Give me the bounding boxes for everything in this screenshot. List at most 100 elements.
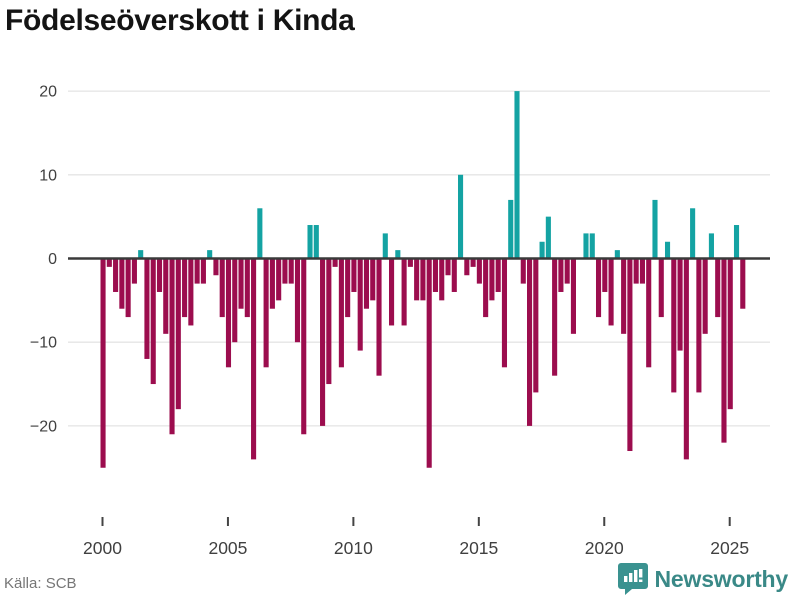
bar: [621, 258, 627, 334]
bar: [552, 258, 558, 376]
newsworthy-brand: Newsworthy: [617, 563, 789, 595]
bar: [326, 258, 332, 385]
bar: [614, 250, 620, 259]
bar: [520, 258, 526, 284]
bar: [407, 258, 413, 267]
bar: [671, 258, 677, 393]
bar: [238, 258, 244, 309]
x-axis-tick-label: 2010: [334, 538, 373, 558]
bar: [595, 258, 602, 318]
bar: [269, 258, 275, 309]
bar: [156, 258, 163, 292]
y-axis-tick-label: −20: [30, 418, 57, 435]
bar: [564, 258, 570, 284]
bar: [138, 250, 144, 259]
bar: [232, 258, 238, 343]
bar: [432, 258, 439, 292]
bar: [320, 258, 326, 426]
bar: [501, 258, 508, 368]
bar: [213, 258, 219, 276]
bar: [401, 258, 407, 326]
bar: [420, 258, 426, 301]
bar: [125, 258, 131, 318]
bar: [395, 250, 401, 259]
bar: [458, 174, 464, 259]
bar: [288, 258, 294, 284]
bar: [225, 258, 232, 368]
bar: [345, 258, 351, 318]
y-axis-tick-label: 20: [39, 84, 57, 101]
bar: [251, 258, 257, 460]
newsworthy-logo-text: Newsworthy: [654, 565, 789, 592]
bar: [445, 258, 451, 276]
bar: [633, 258, 639, 284]
bar: [727, 258, 733, 410]
bar: [131, 258, 137, 284]
bar: [627, 258, 633, 452]
bar: [382, 233, 388, 259]
bar: [163, 258, 169, 334]
bar: [282, 258, 288, 284]
bar: [570, 258, 576, 334]
bar: [677, 258, 683, 351]
bar: [219, 258, 225, 318]
bar: [257, 208, 263, 259]
bar: [533, 258, 539, 393]
bar: [514, 91, 520, 259]
bar: [207, 250, 213, 259]
bar: [664, 241, 671, 259]
bar: [589, 233, 595, 259]
bar: [169, 258, 175, 435]
x-axis-tick-label: 2000: [83, 538, 122, 558]
bar: [113, 258, 119, 292]
bar: [276, 258, 282, 301]
bar: [721, 258, 727, 443]
bar: [696, 258, 702, 393]
bar: [639, 258, 645, 284]
bar: [608, 258, 614, 326]
bar: [708, 233, 714, 259]
bar: [702, 258, 708, 334]
source-label: Källa: SCB: [4, 575, 77, 592]
y-axis-tick-label: −10: [30, 335, 57, 352]
bar: [470, 258, 476, 267]
bar: [489, 258, 495, 301]
bar: [439, 258, 445, 301]
bar: [144, 258, 150, 359]
x-axis-tick-label: 2015: [459, 538, 498, 558]
bar: [683, 258, 689, 460]
bar: [175, 258, 181, 410]
bar: [476, 258, 482, 284]
bar: [414, 258, 420, 301]
bar: [307, 225, 313, 259]
bar: [200, 258, 206, 284]
bar: [363, 258, 370, 309]
page-title: Födelseöverskott i Kinda: [5, 4, 355, 37]
bar: [106, 258, 112, 267]
x-axis-tick-label: 2005: [208, 538, 247, 558]
newsworthy-logo-icon: [617, 563, 648, 595]
x-axis-tick-label: 2025: [710, 538, 749, 558]
bar: [658, 258, 664, 318]
bar: [389, 258, 395, 326]
bar: [100, 258, 106, 468]
bar: [376, 258, 382, 376]
bar: [602, 258, 608, 292]
bar: [583, 233, 589, 259]
bar: [426, 258, 432, 468]
bar: [357, 258, 363, 351]
bar: [194, 258, 200, 284]
x-axis-tick-label: 2020: [585, 538, 624, 558]
bar: [244, 258, 250, 318]
bar: [646, 258, 652, 368]
bar: [733, 225, 740, 259]
bar: [495, 258, 501, 292]
bar: [464, 258, 470, 276]
bar: [150, 258, 156, 385]
bar: [740, 258, 746, 309]
bar: [119, 258, 125, 309]
bar: [338, 258, 344, 368]
bar: [527, 258, 533, 426]
bar: [690, 208, 696, 259]
